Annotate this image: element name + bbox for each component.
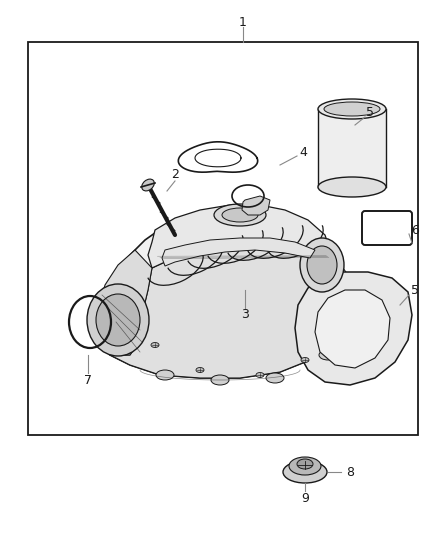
Text: 5: 5 [366, 106, 374, 118]
Ellipse shape [283, 461, 327, 483]
Text: 9: 9 [301, 491, 309, 505]
Text: 4: 4 [299, 146, 307, 158]
Ellipse shape [307, 246, 337, 284]
Ellipse shape [289, 457, 321, 475]
Text: 8: 8 [346, 465, 354, 479]
Ellipse shape [222, 208, 258, 222]
Polygon shape [162, 238, 315, 266]
Polygon shape [95, 250, 152, 355]
Ellipse shape [324, 102, 380, 116]
Polygon shape [92, 212, 355, 378]
Bar [318, 109, 386, 187]
Ellipse shape [156, 370, 174, 380]
Ellipse shape [300, 238, 344, 292]
Text: 6: 6 [411, 223, 419, 237]
Text: 2: 2 [171, 168, 179, 182]
Ellipse shape [256, 373, 264, 377]
Ellipse shape [87, 284, 149, 356]
Text: 7: 7 [84, 374, 92, 386]
Polygon shape [242, 196, 270, 215]
Ellipse shape [196, 367, 204, 373]
Ellipse shape [266, 373, 284, 383]
Polygon shape [110, 248, 352, 378]
Bar [28, 42, 418, 435]
Ellipse shape [301, 358, 309, 362]
Ellipse shape [318, 177, 386, 197]
Ellipse shape [297, 459, 313, 469]
Ellipse shape [319, 350, 337, 360]
Ellipse shape [318, 99, 386, 119]
Text: 5: 5 [411, 284, 419, 296]
Text: 1: 1 [239, 15, 247, 28]
Text: 3: 3 [241, 309, 249, 321]
Ellipse shape [151, 343, 159, 348]
Polygon shape [148, 205, 330, 268]
Polygon shape [295, 272, 412, 385]
Ellipse shape [142, 179, 154, 191]
Ellipse shape [211, 375, 229, 385]
Polygon shape [315, 290, 390, 368]
Ellipse shape [214, 204, 266, 226]
Ellipse shape [96, 294, 140, 346]
